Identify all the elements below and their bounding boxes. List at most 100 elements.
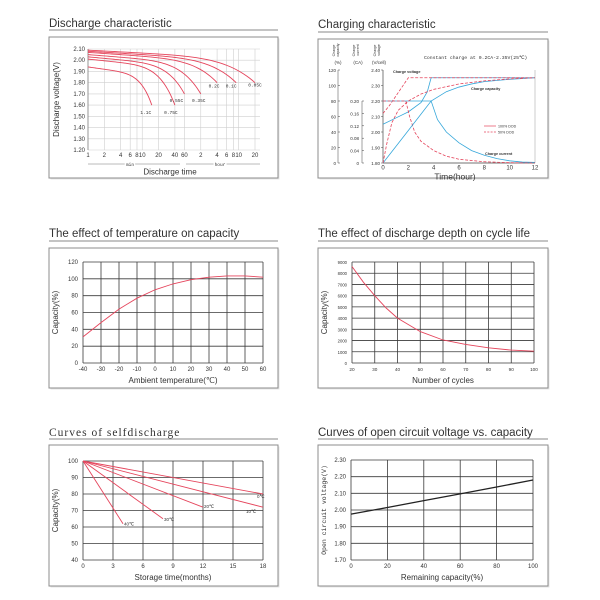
x-tick-label: 6: [225, 153, 229, 159]
y-tick-label: 80: [71, 492, 78, 498]
series-label: 20℃: [204, 504, 215, 509]
x-tick-label: 40: [420, 564, 427, 570]
x-tick-label: 20: [349, 367, 355, 372]
axis-header-title-line: Charge: [332, 44, 336, 57]
x-tick-label: 4: [215, 153, 219, 159]
legend-label: 50% DOD: [498, 130, 515, 134]
chart-title: Curves of selfdischarge: [49, 427, 180, 439]
y-tick-label: 7000: [338, 282, 348, 287]
chart-title: Curves of open circuit voltage vs. capac…: [318, 427, 533, 439]
charging-curve: [382, 77, 535, 114]
y-tick-label: 5000: [338, 305, 348, 310]
y-tick-label: 120: [68, 260, 79, 266]
hour-label: hour: [215, 162, 226, 168]
capacity-tick-label: 80: [331, 99, 337, 104]
x-tick-label: 10: [139, 153, 146, 159]
y-tick-label: 1.90: [73, 69, 85, 75]
x-tick-label: 2: [407, 166, 411, 172]
current-tick-label: 0.20: [350, 99, 359, 104]
x-tick-label: 2: [199, 153, 203, 159]
x-tick-label: 3: [111, 564, 115, 570]
capacity-tick-label: 60: [331, 115, 337, 120]
y-tick-label: 100: [68, 459, 79, 465]
panel-frame: [317, 38, 549, 179]
curve-label: 0.75C: [164, 110, 178, 116]
chart-title: Discharge characteristic: [49, 18, 172, 30]
x-tick-label: 60: [260, 367, 267, 373]
y-axis-title: Discharge voltage(V): [52, 62, 61, 137]
curve-label: 0.05C: [248, 83, 262, 89]
y-tick-label: 2000: [338, 339, 348, 344]
x-tick-label: 6: [129, 153, 133, 159]
axis-header-unit: (CA): [353, 60, 363, 65]
y-tick-label: 2.00: [334, 508, 346, 514]
discharge-depth-cycle-life-chart: The effect of discharge depth on cycle l…: [317, 228, 550, 390]
y-tick-label: 1000: [338, 350, 348, 355]
y-tick-label: 0: [75, 361, 79, 367]
x-tick-label: -10: [133, 367, 142, 373]
voltage-tick-label: 2.30: [371, 84, 380, 89]
y-tick-label: 1.30: [73, 137, 85, 143]
axis-header-title-line: voltage: [377, 44, 381, 56]
x-tick-label: 10: [506, 166, 513, 172]
y-tick-label: 1.70: [73, 92, 85, 98]
x-tick-label: 40: [395, 367, 401, 372]
y-tick-label: 80: [71, 294, 78, 300]
y-tick-label: 100: [68, 277, 79, 283]
x-tick-label: 100: [528, 564, 539, 570]
x-tick-label: 4: [432, 166, 436, 172]
axis-header-title: Charge capacity: [332, 43, 340, 56]
data-line: [82, 460, 204, 508]
x-tick-label: 6: [141, 564, 145, 570]
x-tick-label: 10: [170, 367, 177, 373]
current-tick-label: 0.04: [350, 149, 359, 154]
x-tick-label: 50: [242, 367, 249, 373]
x-tick-label: 60: [457, 564, 464, 570]
data-line: [351, 266, 535, 352]
x-tick-label: 70: [463, 367, 469, 372]
charging-curve: [382, 77, 536, 164]
discharge-curve: [87, 49, 256, 84]
discharge-curve: [87, 56, 185, 95]
axis-header-title-line: capacity: [336, 43, 340, 56]
x-tick-label: 0: [349, 564, 353, 570]
x-tick-label: 0: [81, 564, 85, 570]
curve-label-current: Charge current: [485, 152, 513, 156]
x-axis-title: Time(hour): [434, 172, 475, 182]
x-tick-label: 0: [381, 166, 385, 172]
series-label: 0℃: [257, 494, 266, 499]
x-tick-label: 60: [181, 153, 188, 159]
x-tick-label: 10: [235, 153, 242, 159]
voltage-tick-label: 2.10: [371, 115, 380, 120]
x-axis-title: Ambient temperature(℃): [128, 376, 217, 385]
charging-curve: [383, 100, 536, 163]
panel-frame: [48, 444, 279, 587]
chart-title: The effect of discharge depth on cycle l…: [318, 228, 530, 240]
y-tick-label: 60: [71, 311, 78, 317]
voltage-tick-label: 2.40: [371, 68, 380, 73]
x-tick-label: -20: [115, 367, 124, 373]
x-tick-label: 9: [171, 564, 175, 570]
current-tick-label: 0: [356, 161, 359, 166]
y-tick-label: 40: [71, 558, 78, 564]
x-tick-label: 50: [418, 367, 424, 372]
x-tick-label: -30: [97, 367, 106, 373]
x-axis-title: Discharge time: [143, 168, 197, 177]
y-tick-label: 6000: [338, 294, 348, 299]
voltage-tick-label: 2.00: [371, 130, 380, 135]
y-tick-label: 1.90: [334, 525, 346, 531]
axis-header-unit: (%): [335, 60, 342, 65]
current-tick-label: 0.12: [350, 124, 359, 129]
x-tick-label: 30: [372, 367, 378, 372]
chart-title: The effect of temperature on capacity: [49, 228, 240, 240]
x-axis-title: Storage time(months): [135, 573, 212, 582]
discharge-curve: [87, 66, 153, 106]
x-tick-label: 20: [188, 367, 195, 373]
curve-label: 0.1C: [226, 84, 237, 90]
data-line: [82, 460, 264, 508]
voltage-tick-label: 1.90: [371, 146, 380, 151]
data-line: [82, 460, 124, 524]
annotation: Constant charge at 0.2CA-2.35V(25℃): [424, 55, 527, 61]
x-tick-label: 0: [153, 367, 157, 373]
